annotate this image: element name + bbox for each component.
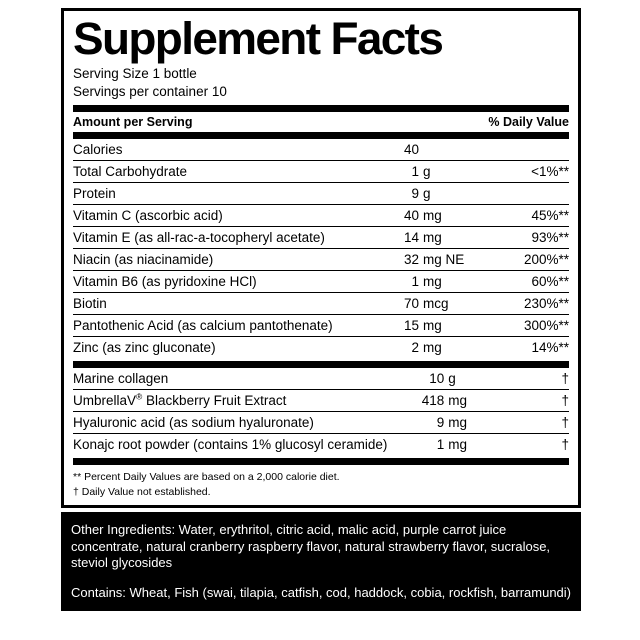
ingredient-daily-value: †	[501, 411, 569, 434]
column-header-amount: Amount per Serving	[73, 114, 193, 129]
serving-size: Serving Size 1 bottle	[73, 66, 197, 82]
table-row: Marine collagen 10 g †	[73, 367, 569, 390]
ingredient-unit: mg	[448, 436, 467, 452]
nutrient-amount: 1	[353, 270, 423, 293]
divider-thick-blend	[73, 360, 569, 368]
nutrient-amount: 9	[353, 182, 423, 205]
column-header-daily-value: % Daily Value	[488, 114, 569, 129]
nutrient-table-blend: Marine collagen 10 g † UmbrellaV® Blackberry…	[73, 367, 569, 455]
table-column-headers: Amount per Serving % Daily Value	[73, 112, 569, 132]
nutrient-amount: 70	[353, 292, 423, 315]
servings-per-container: Servings per container 10	[73, 83, 227, 99]
table-row: Calories 40	[73, 138, 569, 161]
ingredient-unit: mg	[448, 411, 502, 434]
table-row: Total Carbohydrate 1 g <1%**	[73, 160, 569, 183]
table-row: Vitamin B6 (as pyridoxine HCl) 1 mg 60%**	[73, 270, 569, 293]
ingredient-amount: 10	[387, 367, 449, 390]
nutrient-name: Calories	[73, 138, 353, 161]
table-row: Vitamin C (ascorbic acid) 40 mg 45%**	[73, 204, 569, 227]
ingredient-daily-value: †	[501, 389, 569, 412]
table-row: Hyaluronic acid (as sodium hyaluronate) 9…	[73, 411, 569, 434]
divider-thick-top	[73, 104, 569, 112]
nutrient-unit: mg	[423, 314, 485, 337]
supplement-facts-label: Supplement Facts Serving Size 1 bottle S…	[61, 8, 581, 612]
nutrient-daily-value: 60%**	[485, 270, 569, 293]
registered-trademark-icon: ®	[136, 391, 143, 402]
ingredient-daily-value: †	[561, 436, 569, 452]
nutrient-daily-value: 14%**	[531, 339, 569, 355]
ingredient-name: Konajc root powder (contains 1% glucosyl…	[73, 436, 388, 452]
nutrient-unit: mg	[423, 204, 485, 227]
nutrient-daily-value: 230%**	[485, 292, 569, 315]
ingredient-unit: g	[448, 367, 502, 390]
table-row: Konajc root powder (contains 1% glucosyl…	[73, 433, 569, 455]
table-row: Zinc (as zinc gluconate) 2 mg 14%**	[73, 336, 569, 358]
table-row: Niacin (as niacinamide) 32 mg NE 200%**	[73, 248, 569, 271]
nutrient-amount: 40	[353, 204, 423, 227]
divider-thick-footnotes	[73, 457, 569, 465]
nutrient-daily-value	[485, 182, 569, 205]
nutrient-name: Vitamin C (ascorbic acid)	[73, 204, 353, 227]
nutrient-daily-value: 300%**	[485, 314, 569, 337]
nutrient-unit: mg	[423, 270, 485, 293]
nutrient-amount: 14	[353, 226, 423, 249]
nutrient-daily-value: <1%**	[485, 160, 569, 183]
page-title: Supplement Facts	[73, 13, 444, 64]
contains-allergens-text: Contains: Wheat, Fish (swai, tilapia, ca…	[71, 584, 571, 600]
nutrient-name: Biotin	[73, 292, 353, 315]
nutrient-name: Niacin (as niacinamide)	[73, 248, 353, 271]
nutrient-amount: 32	[353, 248, 423, 271]
nutrient-table-main: Calories 40 Total Carbohydrate 1 g <1%** Prote…	[73, 138, 569, 358]
ingredient-amount: 418	[387, 389, 449, 412]
facts-panel: Supplement Facts Serving Size 1 bottle S…	[61, 8, 581, 509]
nutrient-amount: 2	[411, 339, 419, 355]
nutrient-daily-value	[485, 138, 569, 161]
nutrient-daily-value: 45%**	[485, 204, 569, 227]
nutrient-daily-value: 200%**	[485, 248, 569, 271]
ingredient-daily-value: †	[501, 367, 569, 390]
nutrient-amount: 15	[353, 314, 423, 337]
nutrient-unit	[423, 138, 485, 161]
nutrient-unit: g	[423, 182, 485, 205]
ingredient-name: Marine collagen	[73, 367, 388, 390]
nutrient-name: Pantothenic Acid (as calcium pantothenat…	[73, 314, 353, 337]
table-row: Vitamin E (as all-rac-a-tocopheryl aceta…	[73, 226, 569, 249]
nutrient-name: Vitamin E (as all-rac-a-tocopheryl aceta…	[73, 226, 353, 249]
nutrient-name: Total Carbohydrate	[73, 160, 353, 183]
ingredient-amount: 9	[387, 411, 449, 434]
nutrient-name: Protein	[73, 182, 353, 205]
nutrient-daily-value: 93%**	[485, 226, 569, 249]
footnotes: ** Percent Daily Values are based on a 2…	[73, 465, 569, 500]
table-row: Pantothenic Acid (as calcium pantothenat…	[73, 314, 569, 337]
nutrient-name: Vitamin B6 (as pyridoxine HCl)	[73, 270, 353, 293]
ingredient-unit: mg	[448, 389, 502, 412]
ingredient-name: UmbrellaV® Blackberry Fruit Extract	[73, 389, 388, 412]
nutrient-amount: 40	[353, 138, 423, 161]
ingredient-amount: 1	[436, 436, 445, 452]
nutrient-unit: mg	[423, 339, 442, 355]
footnote-daily-value-not-established: † Daily Value not established.	[73, 485, 211, 498]
ingredients-block: Other Ingredients: Water, erythritol, ci…	[61, 512, 581, 612]
table-row: Biotin 70 mcg 230%**	[73, 292, 569, 315]
ingredient-name: Hyaluronic acid (as sodium hyaluronate)	[73, 411, 388, 434]
nutrient-unit: g	[423, 160, 485, 183]
footnote-percent-daily-value: ** Percent Daily Values are based on a 2…	[73, 470, 340, 483]
divider-thick-under-headers	[73, 131, 569, 139]
nutrient-unit: mg	[423, 226, 485, 249]
nutrient-unit: mcg	[423, 292, 485, 315]
nutrient-amount: 1	[353, 160, 423, 183]
nutrient-name: Zinc (as zinc gluconate)	[73, 339, 216, 355]
table-row: Protein 9 g	[73, 182, 569, 205]
table-row: UmbrellaV® Blackberry Fruit Extract 418 mg…	[73, 389, 569, 412]
nutrient-unit: mg NE	[423, 248, 485, 271]
other-ingredients-text: Other Ingredients: Water, erythritol, ci…	[71, 522, 551, 571]
